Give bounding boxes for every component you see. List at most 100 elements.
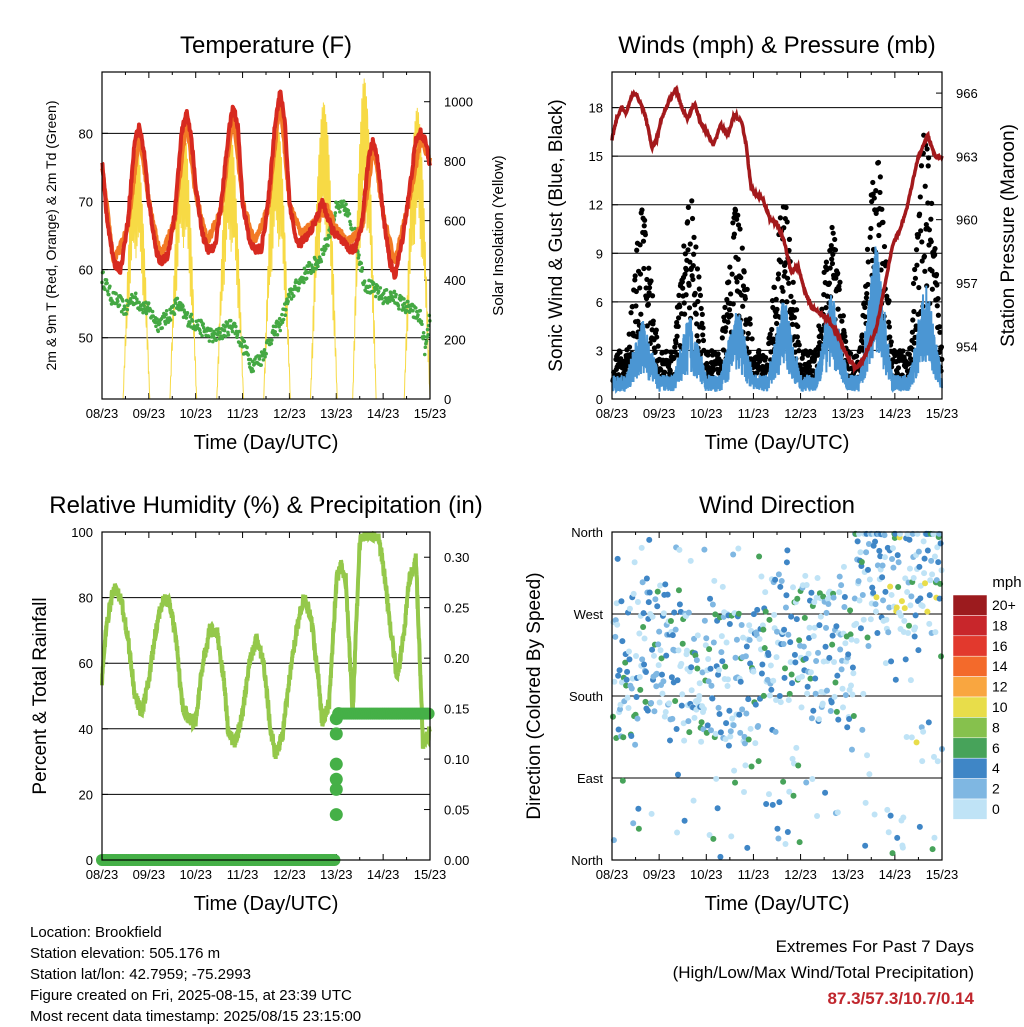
direction-point (894, 552, 901, 559)
direction-point (654, 603, 661, 610)
y-tick-label: East (577, 771, 603, 786)
direction-point (701, 546, 708, 553)
plot-border (611, 531, 943, 861)
direction-point (648, 810, 655, 817)
y2-tick-label: 954 (956, 339, 978, 354)
gust-point (700, 325, 706, 331)
dewpoint-point (424, 339, 429, 344)
dewpoint-point (402, 297, 406, 301)
x-axis-label: Time (Day/UTC) (194, 432, 339, 454)
direction-point (931, 834, 938, 841)
direction-point (699, 669, 706, 676)
y-tick-label: 0 (596, 392, 603, 407)
gust-point (867, 234, 873, 240)
direction-point (921, 555, 928, 562)
gust-point (921, 253, 928, 259)
dewpoint-point (326, 243, 330, 248)
dewpoint-series (100, 199, 432, 374)
dewpoint-point (216, 333, 220, 337)
direction-point (614, 555, 621, 562)
direction-point (786, 788, 793, 795)
direction-point (645, 599, 652, 606)
direction-point (742, 653, 749, 660)
direction-point (793, 616, 800, 623)
dewpoint-point (422, 352, 427, 357)
direction-point (635, 825, 642, 832)
gust-point (682, 311, 688, 317)
direction-point (696, 692, 703, 699)
direction-point (902, 656, 909, 663)
dewpoint-point (402, 301, 407, 306)
x-tick-label: 14/23 (879, 867, 912, 882)
direction-point (659, 690, 666, 697)
direction-point (837, 646, 844, 653)
direction-point (833, 708, 840, 715)
gust-point (926, 227, 932, 233)
dewpoint-point (124, 312, 128, 316)
dewpoint-point (135, 297, 139, 302)
direction-point (626, 656, 633, 663)
direction-point (691, 714, 698, 721)
direction-point (840, 704, 846, 711)
direction-point (884, 806, 891, 813)
direction-point (614, 621, 621, 628)
dewpoint-point (406, 299, 410, 304)
gust-point (835, 306, 841, 312)
direction-point (719, 658, 726, 665)
direction-point (626, 605, 633, 612)
direction-point (641, 635, 648, 642)
gust-point (648, 278, 654, 284)
direction-point (748, 763, 755, 770)
direction-point (658, 655, 665, 662)
dewpoint-point (251, 369, 256, 373)
x-tick-label: 10/23 (179, 867, 212, 882)
direction-point (807, 669, 814, 676)
direction-point (675, 587, 682, 594)
plot-border (611, 71, 943, 400)
direction-point (765, 652, 772, 659)
dewpoint-point (346, 208, 351, 213)
direction-point (894, 834, 901, 841)
direction-point (653, 670, 660, 677)
direction-point (718, 633, 725, 640)
x-tick-label: 08/23 (596, 867, 629, 882)
direction-point (928, 557, 935, 564)
dewpoint-point (181, 304, 185, 309)
gust-point (775, 276, 781, 282)
legend-swatch (952, 737, 988, 759)
x-tick-label: 09/23 (133, 867, 166, 882)
legend-swatch (952, 594, 988, 616)
gust-point (933, 271, 940, 278)
direction-point (853, 637, 860, 644)
gust-point (774, 320, 780, 327)
direction-point (919, 602, 926, 609)
direction-point (678, 660, 685, 667)
dewpoint-point (133, 291, 138, 296)
dewpoint-point (232, 321, 237, 326)
direction-point (774, 825, 781, 832)
dewpoint-point (350, 227, 355, 232)
gust-point (922, 183, 928, 189)
direction-point (636, 673, 643, 680)
direction-point (640, 623, 647, 630)
y2-tick-label: 0.25 (444, 601, 469, 616)
direction-point (785, 631, 792, 638)
gust-point (918, 163, 925, 169)
direction-point (615, 672, 622, 679)
dewpoint-point (378, 286, 383, 290)
gust-point (832, 247, 839, 253)
direction-point (858, 558, 865, 565)
dewpoint-point (207, 339, 212, 343)
direction-point (702, 642, 709, 649)
direction-point (920, 538, 927, 545)
gust-point (886, 319, 892, 325)
direction-point (839, 685, 846, 692)
direction-point (919, 758, 926, 765)
direction-point (886, 604, 893, 611)
dewpoint-point (277, 325, 281, 329)
created-text: Figure created on Fri, 2025-08-15, at 23… (30, 987, 352, 1004)
gust-point (674, 333, 680, 339)
direction-point (763, 801, 770, 808)
gust-point (740, 303, 746, 309)
gust-point (859, 332, 865, 338)
